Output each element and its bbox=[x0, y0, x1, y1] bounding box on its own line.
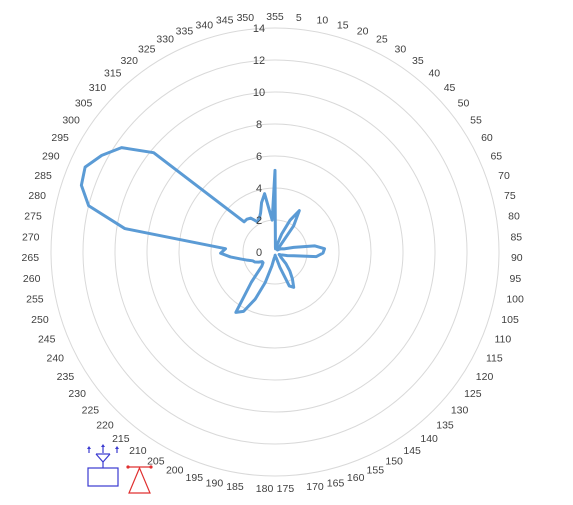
angle-label: 110 bbox=[495, 334, 512, 346]
grid-ring bbox=[146, 123, 404, 381]
angle-label: 20 bbox=[357, 26, 369, 38]
angle-label: 15 bbox=[337, 19, 349, 31]
radial-tick-labels: 0 2 4 6 8 10 12 14 bbox=[253, 23, 265, 259]
angle-label: 155 bbox=[367, 465, 385, 477]
angle-label: 60 bbox=[481, 132, 493, 144]
angle-label: 295 bbox=[51, 132, 69, 144]
angle-label: 270 bbox=[22, 231, 40, 243]
angle-label: 190 bbox=[206, 477, 224, 489]
series-line bbox=[79, 146, 326, 314]
angle-label: 305 bbox=[75, 98, 93, 110]
angle-label: 50 bbox=[458, 98, 470, 110]
radial-tick-label: 10 bbox=[253, 87, 265, 99]
angle-label: 320 bbox=[120, 55, 138, 67]
angle-label: 330 bbox=[156, 34, 174, 46]
radial-tick-label: 6 bbox=[256, 151, 262, 163]
angle-label: 195 bbox=[186, 472, 204, 484]
grid-ring bbox=[82, 59, 468, 445]
angle-label: 260 bbox=[23, 273, 41, 285]
radial-tick-label: 4 bbox=[256, 183, 262, 195]
radial-tick-label: 0 bbox=[256, 247, 262, 259]
angle-label: 40 bbox=[428, 68, 440, 80]
angle-label: 125 bbox=[464, 388, 482, 400]
angle-label: 180 bbox=[256, 483, 274, 495]
angle-label: 65 bbox=[490, 151, 502, 163]
angle-label: 25 bbox=[376, 34, 388, 46]
grid-ring bbox=[178, 155, 372, 349]
angle-label: 95 bbox=[510, 273, 522, 285]
red-triangle-marker-icon bbox=[126, 465, 153, 494]
angle-label: 285 bbox=[34, 170, 52, 182]
angle-label: 75 bbox=[504, 190, 516, 202]
blue-box-arrows-icon bbox=[87, 444, 119, 487]
angle-label: 225 bbox=[82, 404, 100, 416]
angle-label: 215 bbox=[112, 433, 130, 445]
angle-label: 355 bbox=[266, 11, 284, 23]
angle-label: 200 bbox=[166, 465, 184, 477]
angle-label: 90 bbox=[511, 252, 523, 264]
angle-label: 290 bbox=[42, 151, 60, 163]
angle-label: 45 bbox=[444, 82, 456, 94]
series-layer bbox=[79, 146, 326, 314]
angle-label: 35 bbox=[412, 55, 424, 67]
chart-legend-widget bbox=[84, 442, 156, 498]
angle-label: 140 bbox=[420, 433, 438, 445]
angle-label: 280 bbox=[28, 190, 46, 202]
angle-label: 115 bbox=[486, 353, 503, 365]
angle-label: 205 bbox=[147, 456, 165, 468]
angle-label: 235 bbox=[57, 371, 75, 383]
angle-label: 350 bbox=[237, 12, 255, 24]
angle-label: 265 bbox=[22, 252, 40, 264]
angle-label: 300 bbox=[62, 114, 80, 126]
angle-labels: 355 5 10 1520253035404550556065707580859095… bbox=[22, 11, 524, 495]
angle-label: 105 bbox=[501, 314, 519, 326]
grid-rings bbox=[50, 27, 500, 477]
angle-label: 325 bbox=[138, 43, 156, 55]
radial-tick-label: 8 bbox=[256, 119, 262, 131]
radial-tick-label: 2 bbox=[256, 215, 262, 227]
angle-label: 230 bbox=[68, 388, 86, 400]
angle-label: 165 bbox=[327, 477, 345, 489]
angle-label: 170 bbox=[306, 481, 324, 493]
angle-label: 255 bbox=[26, 294, 44, 306]
angle-label: 220 bbox=[96, 419, 114, 431]
angle-label: 175 bbox=[277, 483, 295, 495]
angle-label: 100 bbox=[506, 294, 524, 306]
angle-label: 160 bbox=[347, 472, 365, 484]
angle-label: 135 bbox=[436, 419, 454, 431]
radial-tick-label: 12 bbox=[253, 55, 265, 67]
angle-label: 120 bbox=[476, 371, 494, 383]
angle-label: 130 bbox=[451, 404, 469, 416]
angle-label: 185 bbox=[226, 481, 244, 493]
angle-label: 340 bbox=[196, 19, 214, 31]
angle-label: 310 bbox=[89, 82, 107, 94]
angle-label: 30 bbox=[395, 43, 407, 55]
angle-label: 210 bbox=[129, 445, 147, 457]
angle-label: 240 bbox=[46, 353, 64, 365]
angle-label: 335 bbox=[176, 26, 194, 38]
angle-label: 150 bbox=[385, 456, 403, 468]
angle-label: 85 bbox=[510, 231, 522, 243]
grid-ring bbox=[50, 27, 500, 477]
angle-label: 70 bbox=[498, 170, 510, 182]
angle-label: 145 bbox=[403, 445, 421, 457]
angle-label: 250 bbox=[31, 314, 49, 326]
angle-label: 80 bbox=[508, 211, 520, 223]
angle-label: 315 bbox=[104, 68, 122, 80]
angle-label: 10 bbox=[317, 15, 329, 27]
angle-label: 275 bbox=[24, 211, 42, 223]
angle-label: 345 bbox=[216, 15, 234, 27]
angle-label: 245 bbox=[38, 334, 56, 346]
angle-label: 55 bbox=[470, 114, 482, 126]
radial-tick-label: 14 bbox=[253, 23, 265, 35]
angle-label: 5 bbox=[296, 12, 302, 24]
grid-ring bbox=[114, 91, 436, 413]
